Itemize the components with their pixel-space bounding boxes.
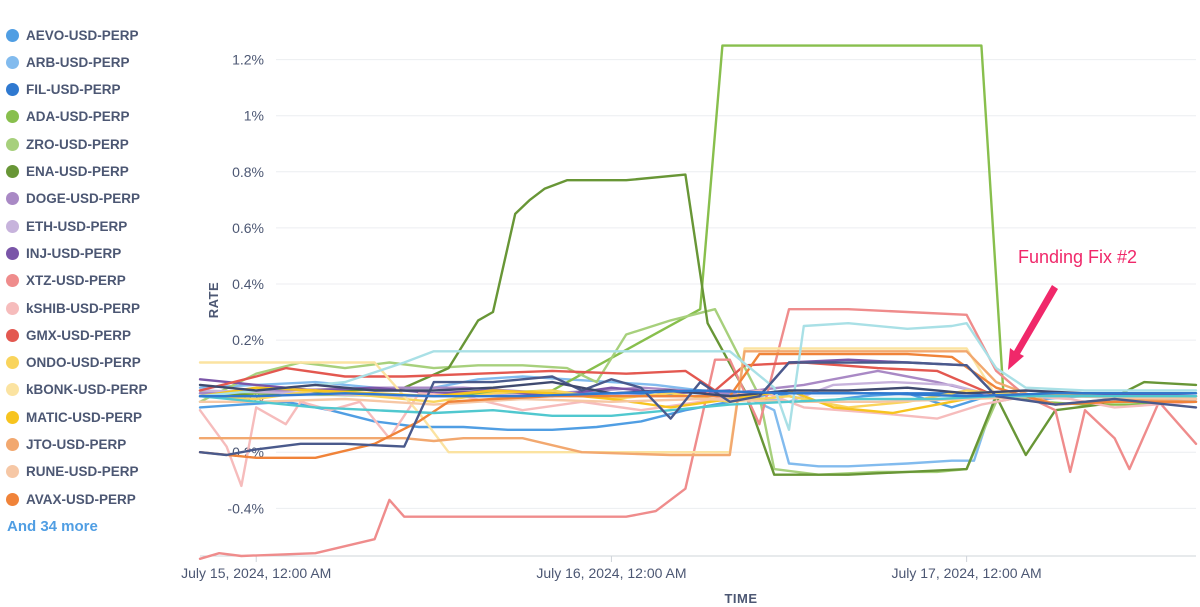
legend-item-label: AEVO-USD-PERP (26, 27, 139, 43)
legend-dot-icon (6, 83, 19, 97)
legend-item-label: AVAX-USD-PERP (26, 491, 136, 507)
legend-item[interactable]: ARB-USD-PERP (6, 52, 130, 72)
legend-dot-icon (6, 192, 19, 206)
legend-dot-icon (6, 492, 19, 506)
series-line-other[interactable] (198, 395, 1198, 417)
legend-item-label: ETH-USD-PERP (26, 218, 128, 234)
legend-item[interactable]: ONDO-USD-PERP (6, 353, 141, 373)
series-line-jto-usd-perp[interactable] (198, 350, 1198, 457)
y-axis-ticks: -0.4%-0.2%0%0.2%0.4%0.6%0.8%1%1.2% (227, 52, 264, 517)
x-axis-title: TIME (724, 591, 757, 606)
x-axis-ticks: July 15, 2024, 12:00 AM July 16, 2024, 12… (181, 556, 1042, 581)
legend-item-label: GMX-USD-PERP (26, 327, 132, 343)
series-line-other[interactable] (198, 389, 1198, 398)
legend-item[interactable]: RUNE-USD-PERP (6, 462, 139, 482)
series-line-rune-usd-perp[interactable] (198, 395, 1198, 406)
legend-item[interactable]: ETH-USD-PERP (6, 216, 127, 236)
y-tick-label: -0.4% (227, 500, 264, 516)
y-tick-label: 0.8% (232, 164, 264, 180)
legend-dot-icon (6, 356, 19, 370)
legend-item-label: JTO-USD-PERP (26, 437, 127, 452)
legend-item-label: RUNE-USD-PERP (26, 464, 139, 480)
series-line-kbonk-usd-perp[interactable] (198, 347, 1198, 454)
series-line-xtz-usd-perp[interactable] (198, 308, 1198, 560)
legend-item[interactable]: AVAX-USD-PERP (6, 489, 136, 509)
legend-more-link[interactable]: And 34 more (7, 518, 98, 535)
legend-dot-icon (6, 383, 19, 397)
y-tick-label: 0.2% (232, 332, 264, 348)
legend-item-label: ENA-USD-PERP (26, 164, 129, 179)
legend-dot-icon (6, 28, 19, 42)
legend-item[interactable]: GMX-USD-PERP (6, 325, 131, 345)
grid-lines (276, 59, 1196, 509)
y-tick-label: 1.2% (232, 52, 264, 68)
legend-item[interactable]: kBONK-USD-PERP (6, 380, 148, 400)
series-line-kshib-usd-perp[interactable] (198, 389, 1198, 488)
legend-dot-icon (6, 301, 19, 315)
legend-item-label: ADA-USD-PERP (26, 109, 130, 125)
legend-item[interactable]: DOGE-USD-PERP (6, 189, 140, 209)
series-line-other[interactable] (198, 322, 1198, 431)
legend-item-label: ONDO-USD-PERP (26, 355, 141, 371)
legend-item[interactable]: AEVO-USD-PERP (6, 25, 139, 45)
legend-dot-icon (6, 165, 19, 178)
x-tick-label: July 16, 2024, 12:00 AM (536, 565, 686, 581)
legend-dot-icon (6, 328, 19, 342)
legend-item-label: XTZ-USD-PERP (26, 273, 126, 289)
legend-item-label: ZRO-USD-PERP (26, 136, 129, 152)
legend-dot-icon (6, 137, 19, 151)
legend-item[interactable]: ENA-USD-PERP (6, 162, 129, 182)
y-tick-label: 1% (244, 108, 264, 124)
legend-item-label: MATIC-USD-PERP (26, 409, 142, 425)
series-line-ena-usd-perp[interactable] (198, 173, 1198, 476)
legend-item-label: kBONK-USD-PERP (26, 382, 148, 398)
series-line-matic-usd-perp[interactable] (198, 386, 1198, 415)
annotation-text: Funding Fix #2 (1018, 247, 1137, 267)
y-axis-title: RATE (206, 282, 221, 318)
legend-item[interactable]: XTZ-USD-PERP (6, 271, 126, 291)
x-tick-label: July 17, 2024, 12:00 AM (891, 565, 1041, 581)
legend-item[interactable]: FIL-USD-PERP (6, 80, 121, 100)
y-tick-label: 0.4% (232, 276, 264, 292)
legend-item[interactable]: ZRO-USD-PERP (6, 134, 129, 154)
legend-item[interactable]: JTO-USD-PERP (6, 435, 126, 455)
annotation-arrow-icon (1008, 285, 1058, 370)
series-line-gmx-usd-perp[interactable] (198, 361, 1198, 398)
legend-item-label: ARB-USD-PERP (26, 54, 130, 70)
legend-dot-icon (6, 219, 19, 233)
legend-item-label: INJ-USD-PERP (26, 245, 122, 261)
series-line-other[interactable] (198, 361, 1198, 457)
y-tick-label: 0.6% (232, 220, 264, 236)
legend-item[interactable]: ADA-USD-PERP (6, 107, 130, 127)
legend-dot-icon (6, 274, 19, 288)
legend-dot-icon (6, 438, 19, 451)
legend-dot-icon (6, 465, 19, 479)
x-tick-label: July 15, 2024, 12:00 AM (181, 565, 331, 581)
legend-item-label: FIL-USD-PERP (26, 82, 121, 98)
legend-dot-icon (6, 110, 19, 124)
series-line-avax-usd-perp[interactable] (198, 352, 1198, 459)
legend-item-label: DOGE-USD-PERP (26, 191, 141, 207)
legend-item[interactable]: MATIC-USD-PERP (6, 407, 142, 427)
legend-item[interactable]: kSHIB-USD-PERP (6, 298, 140, 318)
legend-item[interactable]: INJ-USD-PERP (6, 243, 121, 263)
legend-item-label: kSHIB-USD-PERP (26, 300, 141, 316)
annotation: Funding Fix #2 (1008, 247, 1137, 370)
series-group (198, 44, 1198, 560)
legend-dot-icon (6, 410, 19, 424)
legend-dot-icon (6, 246, 19, 260)
legend-dot-icon (6, 55, 19, 69)
